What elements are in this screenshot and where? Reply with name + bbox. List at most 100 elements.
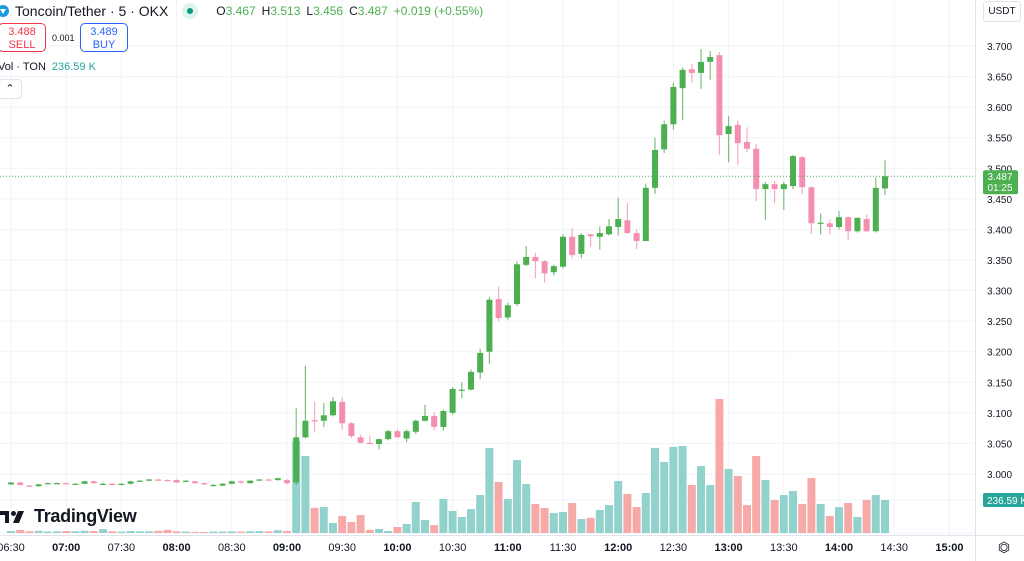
y-tick-label: 3.100 xyxy=(987,409,1012,420)
candle-body xyxy=(808,187,815,224)
candle-body xyxy=(238,481,244,483)
volume-legend-value: 236.59 K xyxy=(51,61,96,73)
candle-body xyxy=(596,233,603,237)
volume-bar xyxy=(678,445,687,533)
collapse-legend-button[interactable]: ⌃ xyxy=(0,79,22,99)
candle-body xyxy=(550,266,557,273)
x-tick-label: 10:00 xyxy=(383,542,411,554)
candle-body xyxy=(394,431,401,438)
volume-bar xyxy=(816,503,825,533)
candle-body xyxy=(541,261,548,274)
volume-bar xyxy=(319,507,328,533)
candle-body xyxy=(514,264,520,305)
last-price-badge xyxy=(983,170,1018,195)
volume-bar xyxy=(421,520,429,533)
volume-bar xyxy=(200,532,209,533)
x-tick-label: 11:00 xyxy=(494,542,522,554)
volume-bar xyxy=(549,513,558,533)
candle-body xyxy=(679,69,686,89)
candle-body xyxy=(532,256,539,262)
toncoin-icon xyxy=(0,5,9,17)
x-tick-label: 14:30 xyxy=(880,542,908,554)
candle-body xyxy=(26,485,33,487)
candle-body xyxy=(339,401,346,424)
volume-bar xyxy=(227,531,236,533)
volume-bar xyxy=(724,468,733,533)
y-tick-label: 3.600 xyxy=(987,103,1012,114)
candle-body xyxy=(642,187,649,242)
candle-body xyxy=(587,234,594,237)
chevron-up-icon: ⌃ xyxy=(5,83,15,95)
candle-body xyxy=(366,442,373,444)
tradingview-logo[interactable]: TradingView xyxy=(0,506,137,527)
volume-bar xyxy=(513,460,521,533)
volume-bar xyxy=(825,515,834,533)
volume-legend[interactable]: Vol · TON 236.59 K xyxy=(0,61,96,73)
sell-button[interactable]: 3.488 SELL xyxy=(0,23,46,52)
x-tick-label: 13:00 xyxy=(715,542,743,554)
volume-bar xyxy=(292,440,301,533)
volume-bar xyxy=(476,495,485,533)
y-tick-label: 3.650 xyxy=(987,73,1012,84)
candle-body xyxy=(882,176,888,189)
volume-bar xyxy=(393,527,402,533)
x-tick-label: 09:00 xyxy=(273,542,301,554)
candle-body xyxy=(127,481,134,484)
y-tick-label: 3.150 xyxy=(987,378,1012,389)
x-tick-label: 06:30 xyxy=(0,542,25,554)
x-tick-label: 10:30 xyxy=(439,542,467,554)
market-status-icon[interactable] xyxy=(182,3,199,19)
low-value: 3.456 xyxy=(313,4,344,18)
candle-body xyxy=(486,299,493,352)
settings-gear-icon[interactable]: ⏣ xyxy=(997,539,1011,555)
volume-bar xyxy=(273,530,282,533)
candle-body xyxy=(523,256,530,265)
candle-body xyxy=(210,484,217,487)
volume-bar xyxy=(789,491,797,533)
candle-body xyxy=(330,401,336,416)
x-tick-label: 07:00 xyxy=(52,542,80,554)
candle-body xyxy=(744,141,750,149)
candle-body xyxy=(8,482,14,485)
volume-bar xyxy=(503,498,512,533)
volume-bar xyxy=(62,531,71,533)
volume-bar xyxy=(660,462,669,533)
candle-body xyxy=(661,124,668,150)
y-tick-label: 3.200 xyxy=(987,348,1012,359)
candle-body xyxy=(780,184,787,190)
buy-button[interactable]: 3.489 BUY xyxy=(80,23,128,52)
candle-body xyxy=(817,222,824,224)
volume-bar xyxy=(494,481,503,533)
candle-body xyxy=(403,431,410,439)
currency-button[interactable]: USDT xyxy=(983,1,1021,22)
volume-bar xyxy=(485,448,494,533)
candle-body xyxy=(90,481,97,484)
y-tick-label: 3.350 xyxy=(987,256,1012,267)
buy-label: BUY xyxy=(92,39,116,51)
candle-body xyxy=(173,480,180,483)
candle-body xyxy=(72,483,79,485)
candle-body xyxy=(504,305,511,318)
candle-body xyxy=(670,86,677,125)
volume-bar xyxy=(375,528,383,533)
candle-body xyxy=(293,437,300,483)
candle-body xyxy=(118,483,125,485)
volume-bar xyxy=(126,531,135,533)
volume-bar xyxy=(145,531,153,533)
candle-body xyxy=(35,484,42,487)
x-tick-label: 12:30 xyxy=(660,542,688,554)
candle-body xyxy=(799,157,806,188)
candle-body xyxy=(716,55,723,136)
low-key: L xyxy=(306,4,314,18)
symbol-title[interactable]: Toncoin/Tether · 5 · OKX xyxy=(15,3,169,19)
candle-body xyxy=(228,481,235,484)
candle-body xyxy=(771,184,778,190)
volume-bar xyxy=(301,456,310,533)
candle-body xyxy=(790,156,796,187)
candle-body xyxy=(284,480,290,484)
high-value: 3.513 xyxy=(270,4,301,18)
y-tick-label: 3.400 xyxy=(987,225,1012,236)
y-tick-label: 3.000 xyxy=(987,470,1012,481)
volume-bar xyxy=(181,531,190,533)
